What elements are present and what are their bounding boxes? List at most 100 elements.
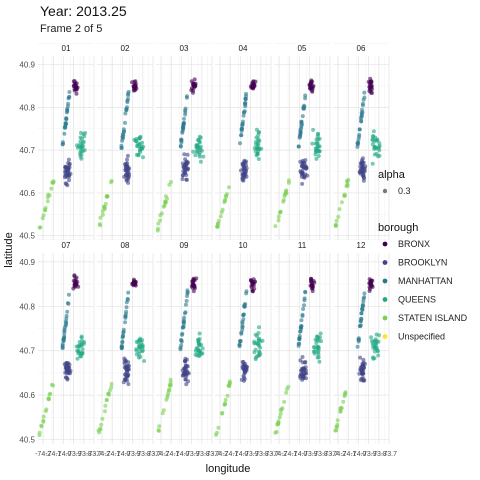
x-tick-label: -73.9: [243, 451, 259, 458]
data-point: [298, 329, 302, 334]
data-point: [64, 313, 69, 318]
data-point: [104, 398, 109, 402]
data-point: [100, 212, 105, 217]
data-point: [182, 319, 186, 324]
data-point: [276, 419, 281, 424]
data-point: [160, 411, 165, 416]
data-point: [256, 331, 261, 335]
data-point: [100, 416, 105, 421]
data-point: [178, 144, 183, 148]
x-tick-label: -73.7: [322, 451, 338, 458]
data-point: [141, 155, 145, 160]
data-point: [299, 170, 303, 175]
data-point: [191, 289, 196, 294]
data-point: [362, 295, 367, 300]
data-point: [240, 327, 245, 332]
data-point: [314, 341, 319, 346]
data-point: [109, 382, 114, 386]
data-point: [180, 177, 185, 182]
data-point: [359, 119, 364, 123]
data-point: [124, 106, 129, 111]
data-point: [65, 183, 70, 188]
data-point: [123, 120, 127, 125]
x-tick-label: -73.8: [371, 451, 387, 458]
data-point: [341, 399, 346, 404]
facet-label: 09: [180, 241, 189, 250]
data-point: [167, 182, 172, 187]
data-point: [278, 209, 283, 214]
data-point: [374, 342, 378, 347]
data-point: [334, 218, 339, 223]
data-point: [312, 349, 316, 354]
data-point: [360, 168, 365, 173]
x-tick-label: -74.2: [330, 451, 346, 458]
data-point: [368, 76, 373, 81]
y-axis-title: latitude: [3, 232, 15, 267]
data-point: [119, 346, 124, 351]
data-point: [297, 341, 302, 346]
data-point: [372, 356, 377, 361]
data-point: [47, 392, 52, 397]
data-point: [297, 135, 302, 140]
data-point: [282, 399, 287, 404]
data-point: [185, 152, 190, 157]
x-tick-label: -73.9: [302, 451, 318, 458]
data-point: [369, 335, 373, 340]
data-point: [362, 95, 367, 100]
data-point: [284, 188, 289, 193]
data-point: [342, 192, 347, 197]
panel-background: [97, 253, 153, 444]
data-point: [310, 289, 315, 294]
data-point: [179, 137, 184, 142]
data-point: [182, 366, 186, 371]
data-point: [66, 169, 71, 174]
data-point: [191, 149, 196, 154]
data-point: [109, 180, 113, 185]
data-point: [67, 90, 72, 94]
data-point: [64, 116, 69, 121]
data-point: [62, 325, 67, 330]
data-point: [125, 153, 130, 158]
data-point: [369, 280, 374, 285]
data-point: [303, 360, 308, 364]
x-tick-label: -74.2: [153, 451, 169, 458]
data-point: [61, 338, 66, 343]
data-point: [132, 280, 137, 285]
data-point: [126, 175, 131, 180]
data-point: [66, 157, 71, 162]
data-point: [132, 83, 137, 88]
data-point: [371, 129, 376, 134]
data-point: [343, 390, 348, 395]
data-point: [242, 110, 247, 115]
facet-label: 05: [298, 44, 307, 53]
data-point: [313, 152, 318, 157]
data-point: [141, 144, 146, 149]
data-point: [120, 340, 125, 345]
data-point: [99, 422, 104, 427]
data-point: [180, 130, 185, 135]
data-point: [193, 352, 198, 357]
data-point: [62, 329, 67, 334]
data-point: [227, 379, 232, 384]
data-point: [163, 200, 168, 205]
data-point: [257, 336, 262, 341]
data-point: [299, 318, 304, 323]
chart-subtitle: Frame 2 of 5: [40, 23, 103, 35]
data-point: [277, 415, 282, 420]
data-point: [133, 86, 138, 91]
color-legend-key: [382, 241, 388, 247]
data-point: [106, 392, 111, 397]
data-point: [76, 284, 81, 289]
data-point: [64, 110, 69, 115]
data-point: [303, 93, 308, 98]
data-point: [316, 144, 321, 149]
data-point: [66, 96, 71, 101]
data-point: [243, 97, 248, 102]
x-tick-label: -74.2: [94, 451, 110, 458]
data-point: [82, 148, 87, 152]
data-point: [227, 185, 231, 190]
data-point: [359, 311, 364, 316]
data-point: [240, 324, 245, 329]
data-point: [298, 358, 303, 363]
data-point: [190, 282, 195, 287]
